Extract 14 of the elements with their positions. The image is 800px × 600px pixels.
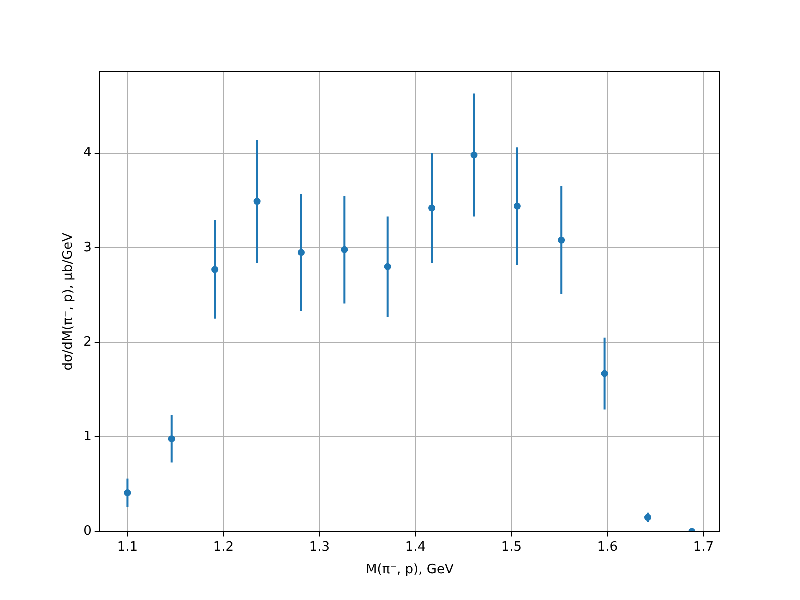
x-tick-label: 1.2 — [213, 540, 234, 555]
x-tick-label: 1.7 — [693, 540, 714, 555]
y-tick-label: 4 — [84, 146, 92, 161]
y-tick-label: 2 — [84, 334, 92, 350]
x-tick-label: 1.3 — [309, 540, 330, 555]
x-axis-title: M(π⁻, p), GeV — [366, 562, 454, 578]
y-tick-label: 1 — [84, 430, 92, 445]
y-tick-label: 3 — [84, 240, 92, 256]
y-axis-title: dσ/dM(π⁻, p), μb/GeV — [61, 232, 76, 371]
x-tick-label: 1.1 — [117, 540, 138, 555]
y-tick-label: 0 — [84, 524, 92, 540]
x-tick-label: 1.5 — [501, 540, 522, 555]
x-tick-label: 1.6 — [597, 540, 618, 555]
x-tick-label: 1.4 — [405, 540, 426, 555]
